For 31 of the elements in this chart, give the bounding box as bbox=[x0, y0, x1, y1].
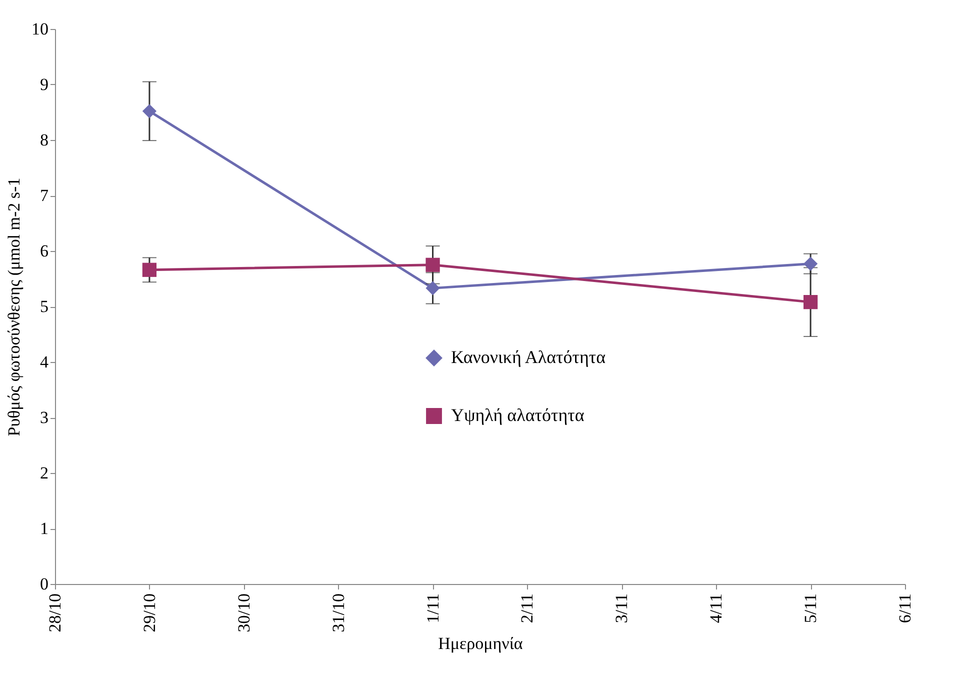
x-tick-label: 3/11 bbox=[612, 594, 632, 624]
legend-label: Κανονική Αλατότητα bbox=[451, 347, 606, 367]
y-tick-label: 7 bbox=[40, 186, 49, 205]
x-tick-label: 30/10 bbox=[234, 594, 254, 632]
y-tick-label: 1 bbox=[40, 519, 48, 538]
x-tick-label: 4/11 bbox=[706, 594, 726, 624]
x-tick-label: 2/11 bbox=[518, 594, 537, 624]
legend-label: Υψηλή αλατότητα bbox=[451, 405, 585, 425]
y-tick-label: 10 bbox=[32, 20, 48, 38]
point bbox=[142, 262, 157, 277]
y-tick-label: 4 bbox=[40, 352, 49, 372]
y-tick-label: 0 bbox=[40, 574, 48, 594]
x-tick-label: 6/11 bbox=[896, 594, 914, 624]
x-axis-title: Ημερομηνία bbox=[438, 634, 523, 654]
y-tick-label: 2 bbox=[40, 464, 48, 482]
x-tick-label: 28/10 bbox=[46, 594, 64, 632]
x-tick-label: 5/11 bbox=[801, 594, 820, 624]
point bbox=[142, 104, 157, 118]
x-tick-label: 29/10 bbox=[140, 594, 159, 632]
y-tick-label: 8 bbox=[40, 130, 48, 150]
point bbox=[803, 294, 818, 310]
y-tick-label: 9 bbox=[40, 75, 48, 94]
x-tick-label: 1/11 bbox=[423, 594, 442, 624]
point bbox=[426, 281, 440, 296]
point bbox=[803, 256, 818, 271]
y-tick-label: 5 bbox=[40, 297, 48, 316]
y-tick-label: 6 bbox=[40, 242, 48, 260]
y-tick-label: 3 bbox=[40, 408, 48, 427]
point bbox=[426, 258, 440, 272]
x-tick-label: 31/10 bbox=[328, 594, 348, 632]
y-axis-title: Ρυθμός φωτοσύνθεσης (μmol m-2 s-1 bbox=[4, 178, 24, 436]
